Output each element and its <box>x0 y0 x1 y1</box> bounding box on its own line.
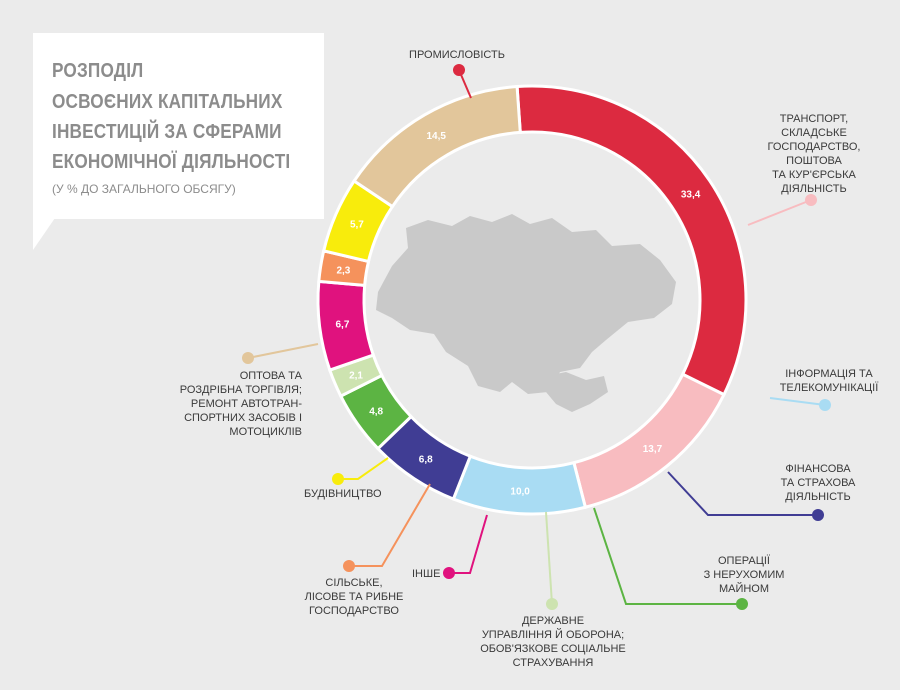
label-real-estate: ОПЕРАЦІЇ З НЕРУХОМИМ МАЙНОМ <box>694 554 794 596</box>
label-line: ІНФОРМАЦІЯ ТА <box>785 368 873 380</box>
leader-line-construction <box>338 457 389 480</box>
leader-dot-info <box>819 399 831 411</box>
slice-value-label-transport: 13,7 <box>643 444 663 455</box>
label-line: ТА СТРАХОВА <box>780 477 856 489</box>
label-line: ТА КУР'ЄРСЬКА <box>772 169 856 181</box>
leader-line-trade <box>247 343 319 359</box>
title-panel-tail <box>33 218 55 250</box>
label-public-administration: ДЕРЖАВНЕ УПРАВЛІННЯ Й ОБОРОНА; ОБОВ'ЯЗКО… <box>478 614 628 670</box>
chart-subtitle: (У % ДО ЗАГАЛЬНОГО ОБСЯГУ) <box>52 182 236 196</box>
label-line: УПРАВЛІННЯ Й ОБОРОНА; <box>481 629 625 641</box>
slice-value-label-agri: 2,3 <box>336 266 350 277</box>
label-trade: ОПТОВА ТА РОЗДРІБНА ТОРГІВЛЯ; РЕМОНТ АВТ… <box>176 369 302 439</box>
label-line: ДІЯЛЬНІСТЬ <box>781 183 847 195</box>
label-information-telecom: ІНФОРМАЦІЯ ТА ТЕЛЕКОМУНІКАЦІЇ <box>772 367 886 395</box>
label-line: РЕМОНТ АВТОТРАН- <box>190 398 302 410</box>
leader-dot-other <box>443 567 455 579</box>
leader-dot-finance <box>812 509 824 521</box>
label-line: ФІНАНСОВА <box>785 463 851 475</box>
label-line: ГОСПОДАРСТВО, <box>767 141 861 153</box>
leader-dot-industry <box>453 64 465 76</box>
label-line: РОЗДРІБНА ТОРГІВЛЯ; <box>179 384 302 396</box>
label-agriculture: СІЛЬСЬКЕ, ЛІСОВЕ ТА РИБНЕ ГОСПОДАРСТВО <box>304 576 404 618</box>
slice-value-label-finance: 6,8 <box>419 455 433 466</box>
label-line: МОТОЦИКЛІВ <box>229 426 302 438</box>
leader-dot-agri <box>343 560 355 572</box>
slice-value-label-other: 6,7 <box>335 319 349 330</box>
leader-dot-realestate <box>736 598 748 610</box>
label-line: ОПТОВА ТА <box>239 370 302 382</box>
chart-title-line-3: ІНВЕСТИЦІЙ ЗА СФЕРАМИ <box>52 121 282 143</box>
leader-line-info <box>769 397 826 406</box>
slice-value-label-industry: 33,4 <box>681 190 701 201</box>
donut-slice-info <box>451 454 588 516</box>
label-construction: БУДІВНИЦТВО <box>304 487 394 501</box>
crimea-map-image <box>546 372 608 412</box>
label-line: ГОСПОДАРСТВО <box>309 605 399 617</box>
label-line: З НЕРУХОМИМ <box>703 569 785 581</box>
ukraine-map-image <box>376 214 676 394</box>
label-line: ЛІСОВЕ ТА РИБНЕ <box>304 591 404 603</box>
label-finance-insurance: ФІНАНСОВА ТА СТРАХОВА ДІЯЛЬНІСТЬ <box>768 462 868 504</box>
leader-line-public <box>545 511 553 605</box>
label-line: ТРАНСПОРТ, <box>779 113 849 125</box>
label-line: ТЕЛЕКОМУНІКАЦІЇ <box>779 382 879 394</box>
label-line: СПОРТНИХ ЗАСОБІВ І <box>184 412 302 424</box>
label-line: ОПЕРАЦІЇ <box>718 555 770 567</box>
donut-slice-trade <box>352 84 522 209</box>
slice-value-label-trade: 14,5 <box>426 131 446 142</box>
title-panel <box>33 33 324 219</box>
label-line: БУДІВНИЦТВО <box>304 488 382 500</box>
label-industry: ПРОМИСЛОВІСТЬ <box>405 48 509 62</box>
chart-title-line-1: РОЗПОДІЛ <box>52 60 144 82</box>
label-line: СКЛАДСЬКЕ <box>781 127 847 139</box>
slice-value-label-public: 2,1 <box>349 370 363 381</box>
leader-dot-construction <box>332 473 344 485</box>
label-other: ІНШЕ <box>412 567 452 581</box>
label-line: СТРАХУВАННЯ <box>512 657 594 669</box>
slice-value-label-construction: 5,7 <box>350 220 364 231</box>
leader-dot-public <box>546 598 558 610</box>
label-line: МАЙНОМ <box>718 583 770 595</box>
leader-line-transport <box>747 199 812 226</box>
label-line: ПРОМИСЛОВІСТЬ <box>409 49 505 61</box>
label-line: ДІЯЛЬНІСТЬ <box>785 491 851 503</box>
label-line: ДЕРЖАВНЕ <box>521 615 585 627</box>
label-line: ІНШЕ <box>412 568 441 580</box>
slice-value-label-info: 10,0 <box>510 487 530 498</box>
label-transport: ТРАНСПОРТ, СКЛАДСЬКЕ ГОСПОДАРСТВО, ПОШТО… <box>760 112 868 196</box>
label-line: СІЛЬСЬКЕ, <box>325 577 383 589</box>
leader-line-realestate <box>593 507 742 605</box>
leader-line-agri <box>349 483 431 567</box>
label-line: ПОШТОВА <box>786 155 842 167</box>
label-line: ОБОВ'ЯЗКОВЕ СОЦІАЛЬНЕ <box>480 643 626 655</box>
leader-line-other <box>449 514 488 574</box>
slice-value-label-realestate: 4,8 <box>369 406 383 417</box>
leader-line-finance <box>667 471 818 516</box>
chart-title-line-2: ОСВОЄНИХ КАПІТАЛЬНИХ <box>52 91 283 113</box>
leader-dot-trade <box>242 352 254 364</box>
leader-dot-transport <box>805 194 817 206</box>
chart-title-line-4: ЕКОНОМІЧНОЇ ДІЯЛЬНОСТІ <box>52 151 291 173</box>
